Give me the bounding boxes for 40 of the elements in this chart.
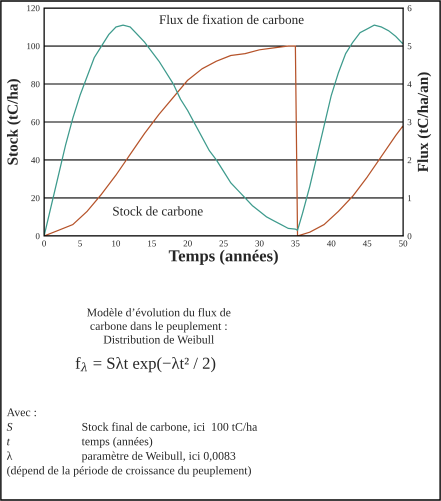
y-tick-label: 120 <box>27 5 40 12</box>
x-tick-label: 35 <box>291 240 300 246</box>
y2-tick-label: 4 <box>407 81 412 88</box>
x-tick-label: 50 <box>399 240 408 246</box>
y2-tick-label: 6 <box>408 5 412 12</box>
text: (dépend de la période de croissance du peuplement) <box>7 466 251 477</box>
text: Avec : <box>6 408 36 416</box>
text: t <box>7 438 10 446</box>
x-tick-label: 20 <box>184 240 192 246</box>
y2-tick-label: 0 <box>408 233 412 240</box>
x-tick-label: 45 <box>362 240 372 246</box>
series-label: Flux de fixation de carbone <box>159 14 304 24</box>
y2-axis-title: Flux (tC/ha/an) <box>417 72 432 172</box>
y-tick-label: 40 <box>31 157 40 164</box>
text: λ <box>6 451 12 460</box>
text: f$_{λ}$ = Sλt exp(−λt² / 2) <box>76 356 216 372</box>
x-tick-label: 25 <box>219 240 228 246</box>
y-tick-label: 0 <box>36 233 40 240</box>
text: S <box>6 422 12 431</box>
y-tick-label: 100 <box>27 43 40 50</box>
x-tick-label: 40 <box>326 240 336 246</box>
y-axis-title: Stock (tC/ha) <box>6 79 21 165</box>
y2-tick-label: 5 <box>408 43 412 50</box>
x-axis-title: Temps (années) <box>168 250 278 265</box>
y-tick-label: 20 <box>31 195 40 202</box>
x-tick-label: 5 <box>78 240 82 246</box>
y2-tick-label: 1 <box>408 195 412 202</box>
y-tick-label: 80 <box>31 81 40 88</box>
text: paramètre de Weibull, ici 0,0083 <box>82 452 236 462</box>
x-tick-label: 10 <box>112 240 120 246</box>
x-tick-label: 30 <box>255 240 264 246</box>
y-tick-label: 60 <box>31 119 40 126</box>
x-tick-label: 15 <box>148 240 156 246</box>
y2-tick-label: 2 <box>408 157 412 164</box>
y2-tick-label: 3 <box>408 119 412 126</box>
text: temps (années) <box>82 437 152 448</box>
text: Stock final de carbone, ici 100 tC/ha <box>82 422 258 433</box>
series-label: Stock de carbone <box>113 206 203 216</box>
x-tick-label: 0 <box>42 240 46 246</box>
text: Modèle d’évolution du flux de carbone dans le peuplement : Distribution de Weibull <box>86 308 230 344</box>
